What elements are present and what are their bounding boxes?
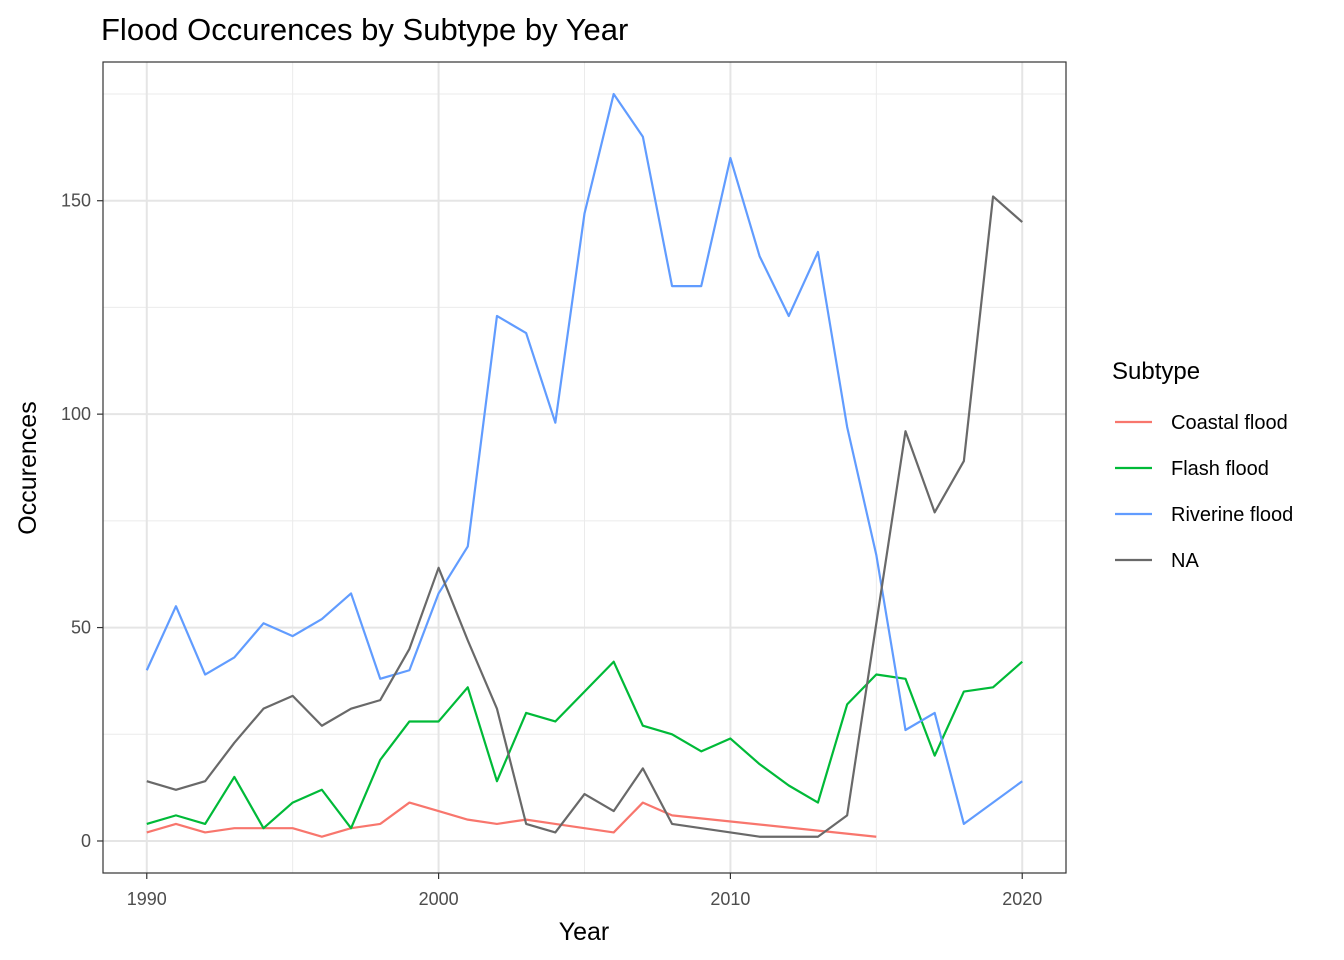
legend-title: Subtype bbox=[1112, 358, 1200, 385]
series-line-coastal-flood bbox=[146, 801, 877, 838]
x-tick-label: 2020 bbox=[1002, 889, 1042, 909]
y-axis-title: Occurences bbox=[14, 401, 42, 534]
y-tick-label: 100 bbox=[61, 404, 91, 424]
y-axis-ticks: 0 50 100 150 bbox=[61, 191, 103, 851]
x-tick-label: 1990 bbox=[127, 889, 167, 909]
minor-gridlines bbox=[103, 62, 1066, 873]
legend: Subtype Coastal flood Flash flood Riverine… bbox=[1112, 358, 1293, 572]
x-axis-title: Year bbox=[559, 918, 610, 946]
series-line-na bbox=[146, 195, 1023, 838]
x-axis-ticks: 1990 2000 2010 2020 bbox=[127, 873, 1042, 909]
legend-label: NA bbox=[1171, 550, 1199, 572]
x-tick-label: 2010 bbox=[710, 889, 750, 909]
series-line-flash-flood bbox=[146, 660, 1023, 830]
series-lines bbox=[145, 92, 1023, 838]
plot-border bbox=[102, 61, 1067, 874]
legend-label: Coastal flood bbox=[1171, 412, 1288, 434]
chart-title: Flood Occurences by Subtype by Year bbox=[101, 12, 628, 47]
legend-label: Riverine flood bbox=[1171, 504, 1293, 526]
series-line-riverine-flood bbox=[145, 92, 1023, 826]
x-tick-label: 2000 bbox=[419, 889, 459, 909]
legend-label: Flash flood bbox=[1171, 458, 1269, 480]
y-tick-label: 50 bbox=[71, 618, 91, 638]
y-tick-label: 150 bbox=[61, 191, 91, 211]
y-tick-label: 0 bbox=[81, 831, 91, 851]
